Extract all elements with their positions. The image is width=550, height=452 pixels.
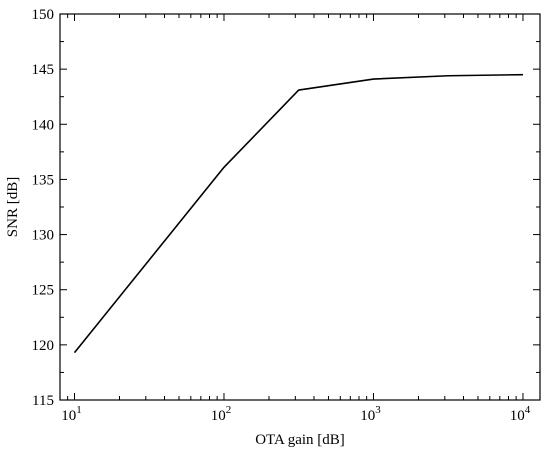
ticks-layer	[60, 13, 540, 401]
x-tick-label: 104	[510, 404, 531, 424]
plot-frame	[59, 13, 541, 401]
x-tick-label: 102	[211, 404, 232, 424]
y-tick-label: 115	[32, 393, 54, 409]
y-tick-label: 120	[32, 338, 55, 354]
y-tick-label: 140	[32, 117, 55, 133]
y-tick-label: 145	[32, 62, 55, 78]
x-tick-label: 101	[61, 404, 82, 424]
y-axis-label: SNR [dB]	[5, 177, 21, 237]
series-line	[73, 73, 523, 354]
tick-labels-layer: 115 120 125 130 135 140 145 150 101 102 103 104	[32, 7, 531, 424]
series-layer	[73, 73, 523, 354]
y-tick-label: 135	[32, 172, 55, 188]
x-axis-label: OTA gain [dB]	[255, 432, 345, 448]
y-tick-label: 125	[32, 283, 55, 299]
y-tick-label: 150	[32, 7, 55, 23]
y-tick-label: 130	[32, 228, 55, 244]
x-tick-label: 103	[360, 404, 381, 424]
